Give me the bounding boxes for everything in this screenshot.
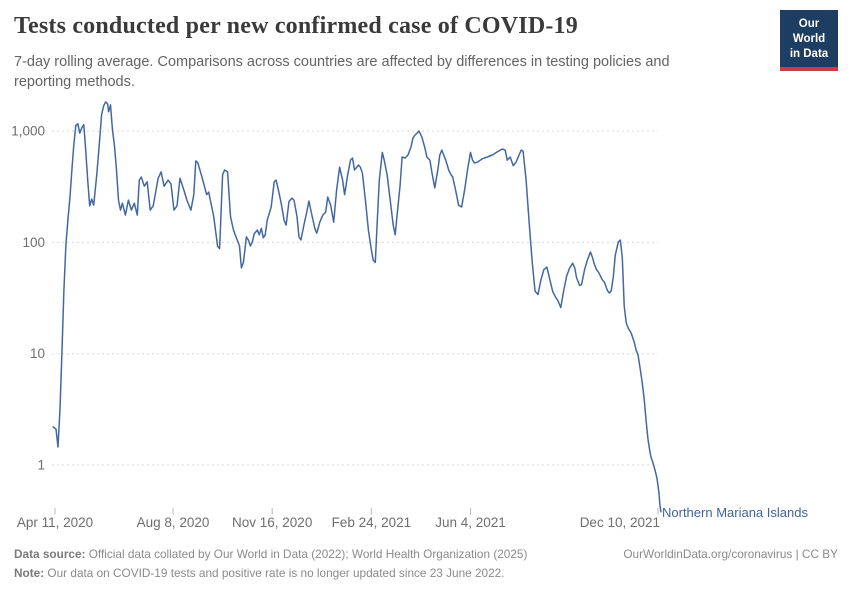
y-tick-label: 1 bbox=[37, 458, 45, 473]
x-tick-label: Aug 8, 2020 bbox=[137, 515, 210, 530]
footer-source-label: Data source: bbox=[14, 547, 86, 561]
footer-note-text: Our data on COVID-19 tests and positive … bbox=[44, 565, 505, 580]
owid-logo[interactable]: Our World in Data bbox=[780, 10, 838, 71]
series-line-northern-mariana-islands bbox=[52, 101, 662, 513]
footer-source: Data source: Official data collated by O… bbox=[14, 545, 527, 564]
footer-note-row: Note: Our data on COVID-19 tests and pos… bbox=[14, 564, 838, 583]
x-tick-label: Dec 10, 2021 bbox=[580, 515, 660, 530]
y-tick-label: 10 bbox=[30, 346, 45, 361]
series-end-label: Northern Mariana Islands bbox=[662, 505, 808, 520]
chart-subtitle: 7-day rolling average. Comparisons acros… bbox=[14, 54, 670, 91]
chart-footer: Data source: Official data collated by O… bbox=[14, 545, 838, 583]
footer-note-label: Note: bbox=[14, 565, 45, 580]
x-tick-label: Nov 16, 2020 bbox=[232, 515, 312, 530]
x-tick-label: Jun 4, 2021 bbox=[435, 515, 506, 530]
x-tick-label: Apr 11, 2020 bbox=[17, 515, 93, 530]
y-tick-label: 1,000 bbox=[11, 124, 45, 139]
footer-license-link[interactable]: OurWorldinData.org/coronavirus | CC BY bbox=[623, 547, 838, 561]
footer-source-row: Data source: Official data collated by O… bbox=[14, 545, 838, 564]
footer-source-text: Official data collated by Our World in D… bbox=[85, 547, 528, 561]
x-tick-label: Feb 24, 2021 bbox=[332, 515, 412, 530]
owid-logo-line1: Our World bbox=[792, 18, 826, 45]
owid-logo-line2: in Data bbox=[789, 47, 829, 60]
y-tick-label: 100 bbox=[22, 235, 45, 250]
chart-title: Tests conducted per new confirmed case o… bbox=[14, 13, 578, 39]
